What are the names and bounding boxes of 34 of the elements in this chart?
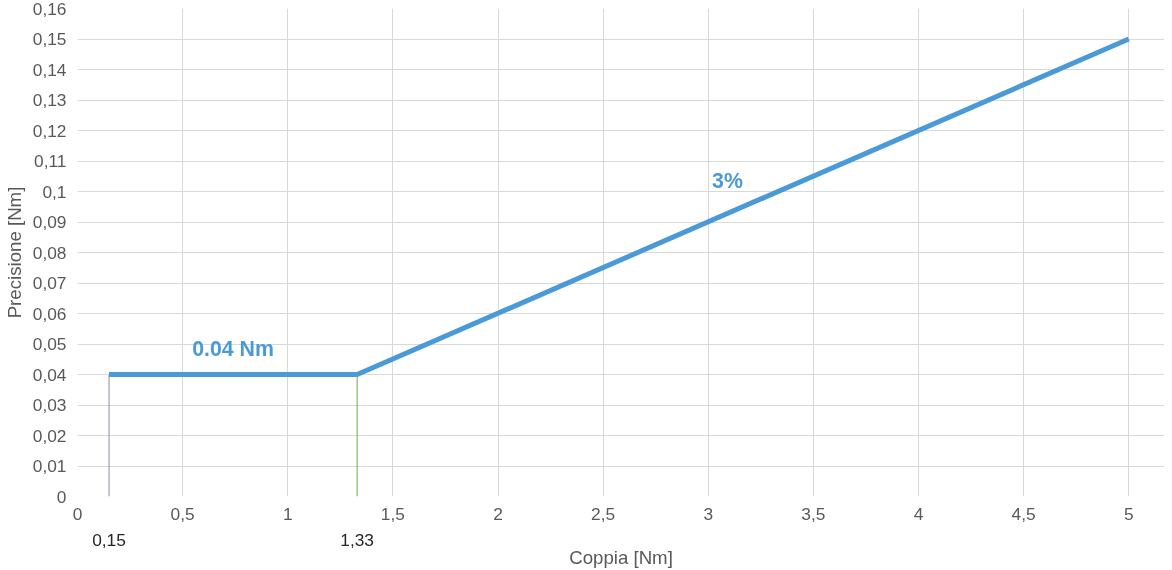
x-tick-label: 0,5: [170, 503, 195, 524]
x-tick-label: 1: [282, 503, 293, 524]
y-axis-title: Precisione [Nm]: [3, 186, 25, 319]
y-tick-label: 0,1: [42, 181, 67, 202]
y-tick-label: 0,01: [32, 456, 67, 476]
x-axis-title: Coppia [Nm]: [569, 546, 673, 568]
x-tick-label: 0: [72, 503, 83, 524]
annotation: 0.04 Nm: [192, 336, 274, 361]
x-tick-label: 2: [493, 503, 503, 524]
y-tick-label: 0,11: [34, 151, 67, 171]
annotation: 3%: [712, 168, 743, 193]
y-tick-label: 0,13: [32, 90, 67, 110]
y-tick-label: 0,03: [32, 395, 67, 415]
y-tick-label: 0,04: [32, 364, 67, 385]
x-tick-label: 4,5: [1011, 503, 1036, 524]
ref-line-label: 0,15: [92, 529, 126, 550]
y-tick-label: 0,08: [32, 242, 67, 263]
y-tick-label: 0,14: [32, 59, 67, 80]
x-tick-label: 3: [703, 503, 714, 524]
y-tick-label: 0,09: [32, 212, 67, 232]
x-tick-label: 5: [1123, 503, 1134, 524]
y-tick-label: 0,07: [32, 273, 67, 293]
y-tick-label: 0,12: [32, 120, 67, 141]
x-tick-label: 3,5: [801, 503, 826, 524]
y-tick-label: 0: [56, 486, 67, 507]
y-tick-label: 0,06: [32, 303, 67, 324]
y-tick-label: 0,02: [32, 425, 67, 446]
y-tick-label: 0,05: [32, 334, 67, 354]
x-tick-label: 1,5: [380, 503, 405, 524]
y-tick-label: 0,15: [32, 29, 67, 49]
y-tick-label: 0,16: [32, 0, 67, 19]
x-tick-label: 4: [913, 503, 924, 524]
x-tick-label: 2,5: [591, 503, 616, 524]
ref-line-label: 1,33: [340, 529, 375, 550]
